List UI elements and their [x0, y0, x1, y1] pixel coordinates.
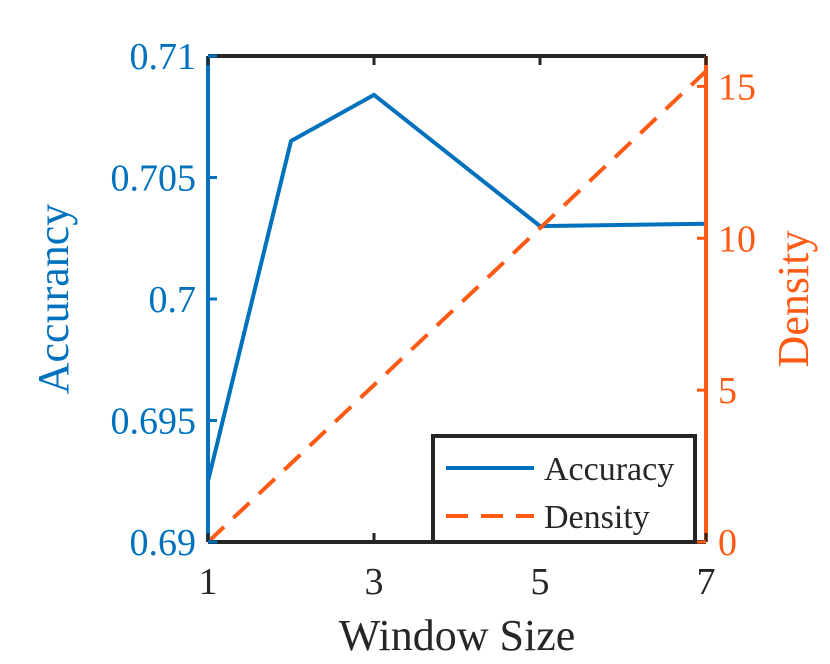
left-axis-label: Accurancy — [29, 204, 78, 395]
left-tick-label: 0.71 — [130, 36, 197, 78]
legend-label-density: Density — [544, 499, 650, 536]
legend-box — [431, 434, 697, 544]
series-line-accuracy — [206, 92, 707, 482]
x-tick-label: 5 — [531, 561, 550, 603]
series-line-density — [206, 69, 708, 544]
x-tick-label: 3 — [365, 561, 384, 603]
x-axis-label: Window Size — [339, 611, 576, 660]
left-tick-label: 0.695 — [111, 401, 197, 443]
right-axis-ticks: 0 5 10 15 — [697, 66, 756, 564]
left-tick-label: 0.69 — [130, 522, 197, 564]
x-tick-label: 7 — [697, 561, 716, 603]
right-tick-label: 15 — [718, 66, 756, 108]
legend-label-accuracy: Accuracy — [544, 451, 674, 488]
legend: Accuracy Density — [431, 434, 697, 544]
right-tick-label: 10 — [718, 218, 756, 260]
right-axis-label: Density — [769, 231, 818, 368]
x-ticks: 1 3 5 7 — [199, 56, 716, 603]
plot-lines — [206, 69, 708, 544]
x-tick-label: 1 — [199, 561, 218, 603]
left-tick-label: 0.7 — [149, 279, 197, 321]
left-tick-label: 0.705 — [111, 158, 197, 200]
left-axis-ticks: 0.69 0.695 0.7 0.705 0.71 — [111, 36, 217, 564]
right-tick-label: 0 — [718, 522, 737, 564]
right-tick-label: 5 — [718, 370, 737, 412]
